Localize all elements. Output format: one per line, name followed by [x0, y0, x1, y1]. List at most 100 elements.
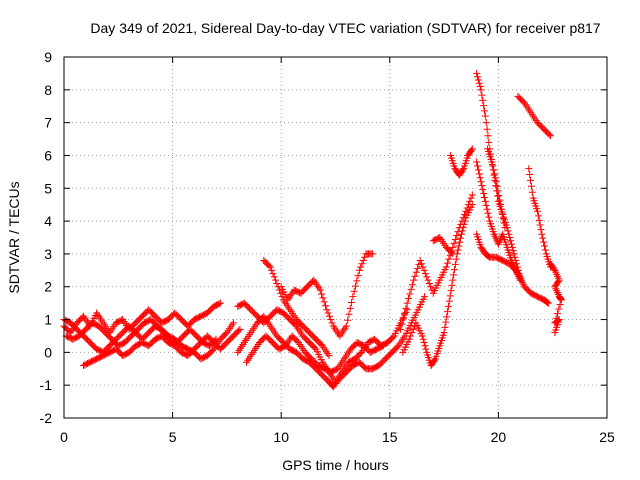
data-point	[526, 170, 534, 178]
data-point	[423, 273, 431, 281]
data-point	[534, 212, 542, 220]
data-point	[420, 266, 428, 274]
data-point	[537, 226, 545, 234]
series-9	[277, 250, 376, 340]
data-point	[481, 197, 489, 205]
data-point	[539, 234, 547, 242]
data-point	[551, 329, 559, 337]
data-point	[476, 83, 484, 91]
data-point	[407, 285, 415, 293]
data-point	[448, 281, 456, 289]
data-point	[481, 112, 489, 120]
data-point	[484, 132, 492, 140]
data-point	[265, 262, 273, 270]
data-point	[450, 239, 458, 247]
y-tick-label: 5	[44, 180, 52, 196]
data-point	[501, 224, 509, 232]
data-point	[318, 290, 326, 298]
data-point	[480, 190, 488, 198]
data-point	[235, 327, 243, 335]
data-point	[535, 216, 543, 224]
data-point	[497, 205, 505, 213]
data-point	[349, 293, 357, 301]
data-point	[491, 174, 499, 182]
data-point	[229, 319, 237, 327]
series-17	[484, 145, 509, 232]
data-point	[446, 292, 454, 300]
data-point	[409, 325, 417, 333]
data-point	[451, 235, 459, 243]
data-point	[319, 294, 327, 302]
x-tick-label: 5	[169, 429, 177, 445]
data-point	[541, 246, 549, 254]
data-point	[401, 310, 409, 318]
data-point	[412, 268, 420, 276]
data-point	[454, 246, 462, 254]
data-point	[355, 266, 363, 274]
data-point	[324, 309, 332, 317]
y-tick-label: 0	[44, 344, 52, 360]
data-point	[422, 345, 430, 353]
data-point	[268, 266, 276, 274]
data-point	[215, 300, 223, 308]
x-tick-label: 0	[60, 429, 68, 445]
data-point	[421, 342, 429, 350]
data-point	[496, 196, 504, 204]
data-point	[550, 265, 558, 273]
data-point	[477, 86, 485, 94]
data-point	[453, 232, 461, 240]
data-point	[316, 286, 324, 294]
data-point	[311, 344, 319, 352]
data-point	[484, 209, 492, 217]
data-point	[498, 210, 506, 218]
data-point	[266, 263, 274, 271]
data-point	[398, 320, 406, 328]
data-point	[457, 230, 465, 238]
data-point	[461, 217, 469, 225]
data-point	[474, 76, 482, 84]
data-point	[490, 170, 498, 178]
data-point	[489, 162, 497, 170]
data-point	[378, 342, 386, 350]
series-16	[473, 230, 524, 281]
data-point	[488, 158, 496, 166]
data-point	[474, 166, 482, 174]
data-point	[479, 96, 487, 104]
y-tick-label: 7	[44, 115, 52, 131]
data-point	[473, 69, 481, 77]
data-point	[449, 243, 457, 251]
data-point	[506, 234, 514, 241]
data-point	[536, 221, 544, 229]
data-point	[449, 276, 457, 284]
data-point	[416, 256, 424, 264]
x-tick-label: 25	[599, 429, 615, 445]
data-point	[533, 207, 541, 215]
data-point	[450, 271, 458, 279]
data-point	[411, 272, 419, 280]
data-point	[452, 255, 460, 263]
x-tick-label: 15	[382, 429, 398, 445]
data-point	[408, 281, 416, 289]
data-point	[545, 130, 553, 138]
series-20	[547, 260, 565, 337]
data-point	[467, 146, 475, 154]
data-point	[543, 298, 551, 306]
data-point	[468, 191, 476, 199]
x-tick-label: 10	[273, 429, 289, 445]
data-point	[451, 266, 459, 274]
data-point	[495, 191, 503, 199]
data-point	[397, 325, 405, 333]
data-point	[418, 332, 426, 340]
data-point	[421, 293, 429, 301]
data-point	[350, 287, 358, 295]
data-point	[474, 162, 482, 170]
data-point	[479, 186, 487, 194]
data-point	[403, 299, 411, 307]
data-point	[354, 272, 362, 280]
data-point	[525, 165, 533, 173]
data-point	[353, 277, 361, 285]
data-point	[511, 253, 519, 261]
chart-title: Day 349 of 2021, Sidereal Day-to-day VTE…	[90, 20, 600, 36]
data-point	[480, 107, 488, 115]
data-point	[455, 242, 463, 250]
